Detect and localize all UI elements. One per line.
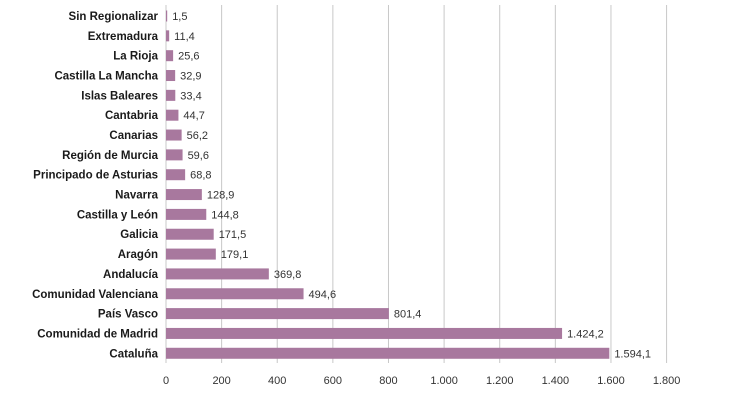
bar [166,10,168,22]
category-label: Islas Baleares [81,90,158,102]
bar [166,208,207,220]
category-label: Cantabria [105,110,159,122]
bar [166,327,563,339]
x-tick-label: 1.800 [653,375,681,387]
value-label: 179,1 [221,249,249,261]
category-labels: Sin Regionalizar Extremadura La Rioja Casti… [32,11,159,360]
x-tick-label: 1.400 [542,375,570,387]
category-label: La Rioja [113,51,158,63]
bar [166,248,216,260]
category-label: Principado de Asturias [33,170,158,182]
x-tick-label: 1.200 [486,375,514,387]
category-label: Sin Regionalizar [69,11,159,23]
x-tick-label: 200 [212,375,230,387]
bar [166,288,304,300]
x-axis-tick-labels: 0 200 400 600 800 1.000 1.200 1.400 1.600 1.800 [163,375,680,387]
category-label: Andalucía [103,269,159,281]
bar [166,129,182,141]
x-tick-label: 400 [268,375,286,387]
category-label: Galicia [120,229,158,241]
category-label: Comunidad Valenciana [32,289,158,301]
value-label: 369,8 [274,269,302,281]
value-label: 25,6 [178,51,199,63]
value-label: 1.594,1 [614,348,651,360]
category-label: Cataluña [109,348,158,360]
value-label: 1.424,2 [567,328,604,340]
value-label: 171,5 [219,229,247,241]
grid-lines [165,5,668,363]
value-label: 32,9 [180,71,201,83]
value-label: 128,9 [207,190,235,202]
category-label: Canarias [109,130,158,142]
value-labels: 1,5 11,4 25,6 32,9 33,4 44,7 56,2 59,6 68,8 128,9… [172,11,651,360]
bar [166,30,170,42]
bar [166,308,389,320]
value-label: 494,6 [309,289,337,301]
x-tick-label: 600 [324,375,342,387]
category-label: Navarra [115,190,158,202]
bar [166,268,269,280]
value-label: 33,4 [180,90,201,102]
value-label: 144,8 [211,209,239,221]
value-label: 68,8 [190,170,211,182]
x-tick-label: 1.600 [597,375,625,387]
value-label: 1,5 [172,11,187,23]
x-tick-label: 0 [163,375,169,387]
bar [166,50,174,62]
bar [166,347,610,359]
category-label: Extremadura [88,31,159,43]
x-tick-label: 1.000 [430,375,458,387]
category-label: País Vasco [98,309,158,321]
category-label: Castilla y León [77,209,158,221]
category-label: Aragón [118,249,158,261]
value-label: 59,6 [188,150,209,162]
category-label: Región de Murcia [62,150,158,162]
bar [166,109,179,121]
bars [166,10,610,359]
category-label: Castilla La Mancha [54,71,158,83]
bar [166,89,176,101]
category-label: Comunidad de Madrid [37,328,158,340]
value-label: 801,4 [394,309,422,321]
bar [166,189,202,201]
value-label: 44,7 [183,110,204,122]
bar [166,228,214,240]
value-label: 56,2 [187,130,208,142]
value-label: 11,4 [174,31,195,43]
bar [166,169,186,181]
x-tick-label: 800 [379,375,397,387]
bar [166,149,183,161]
bar [166,70,176,82]
